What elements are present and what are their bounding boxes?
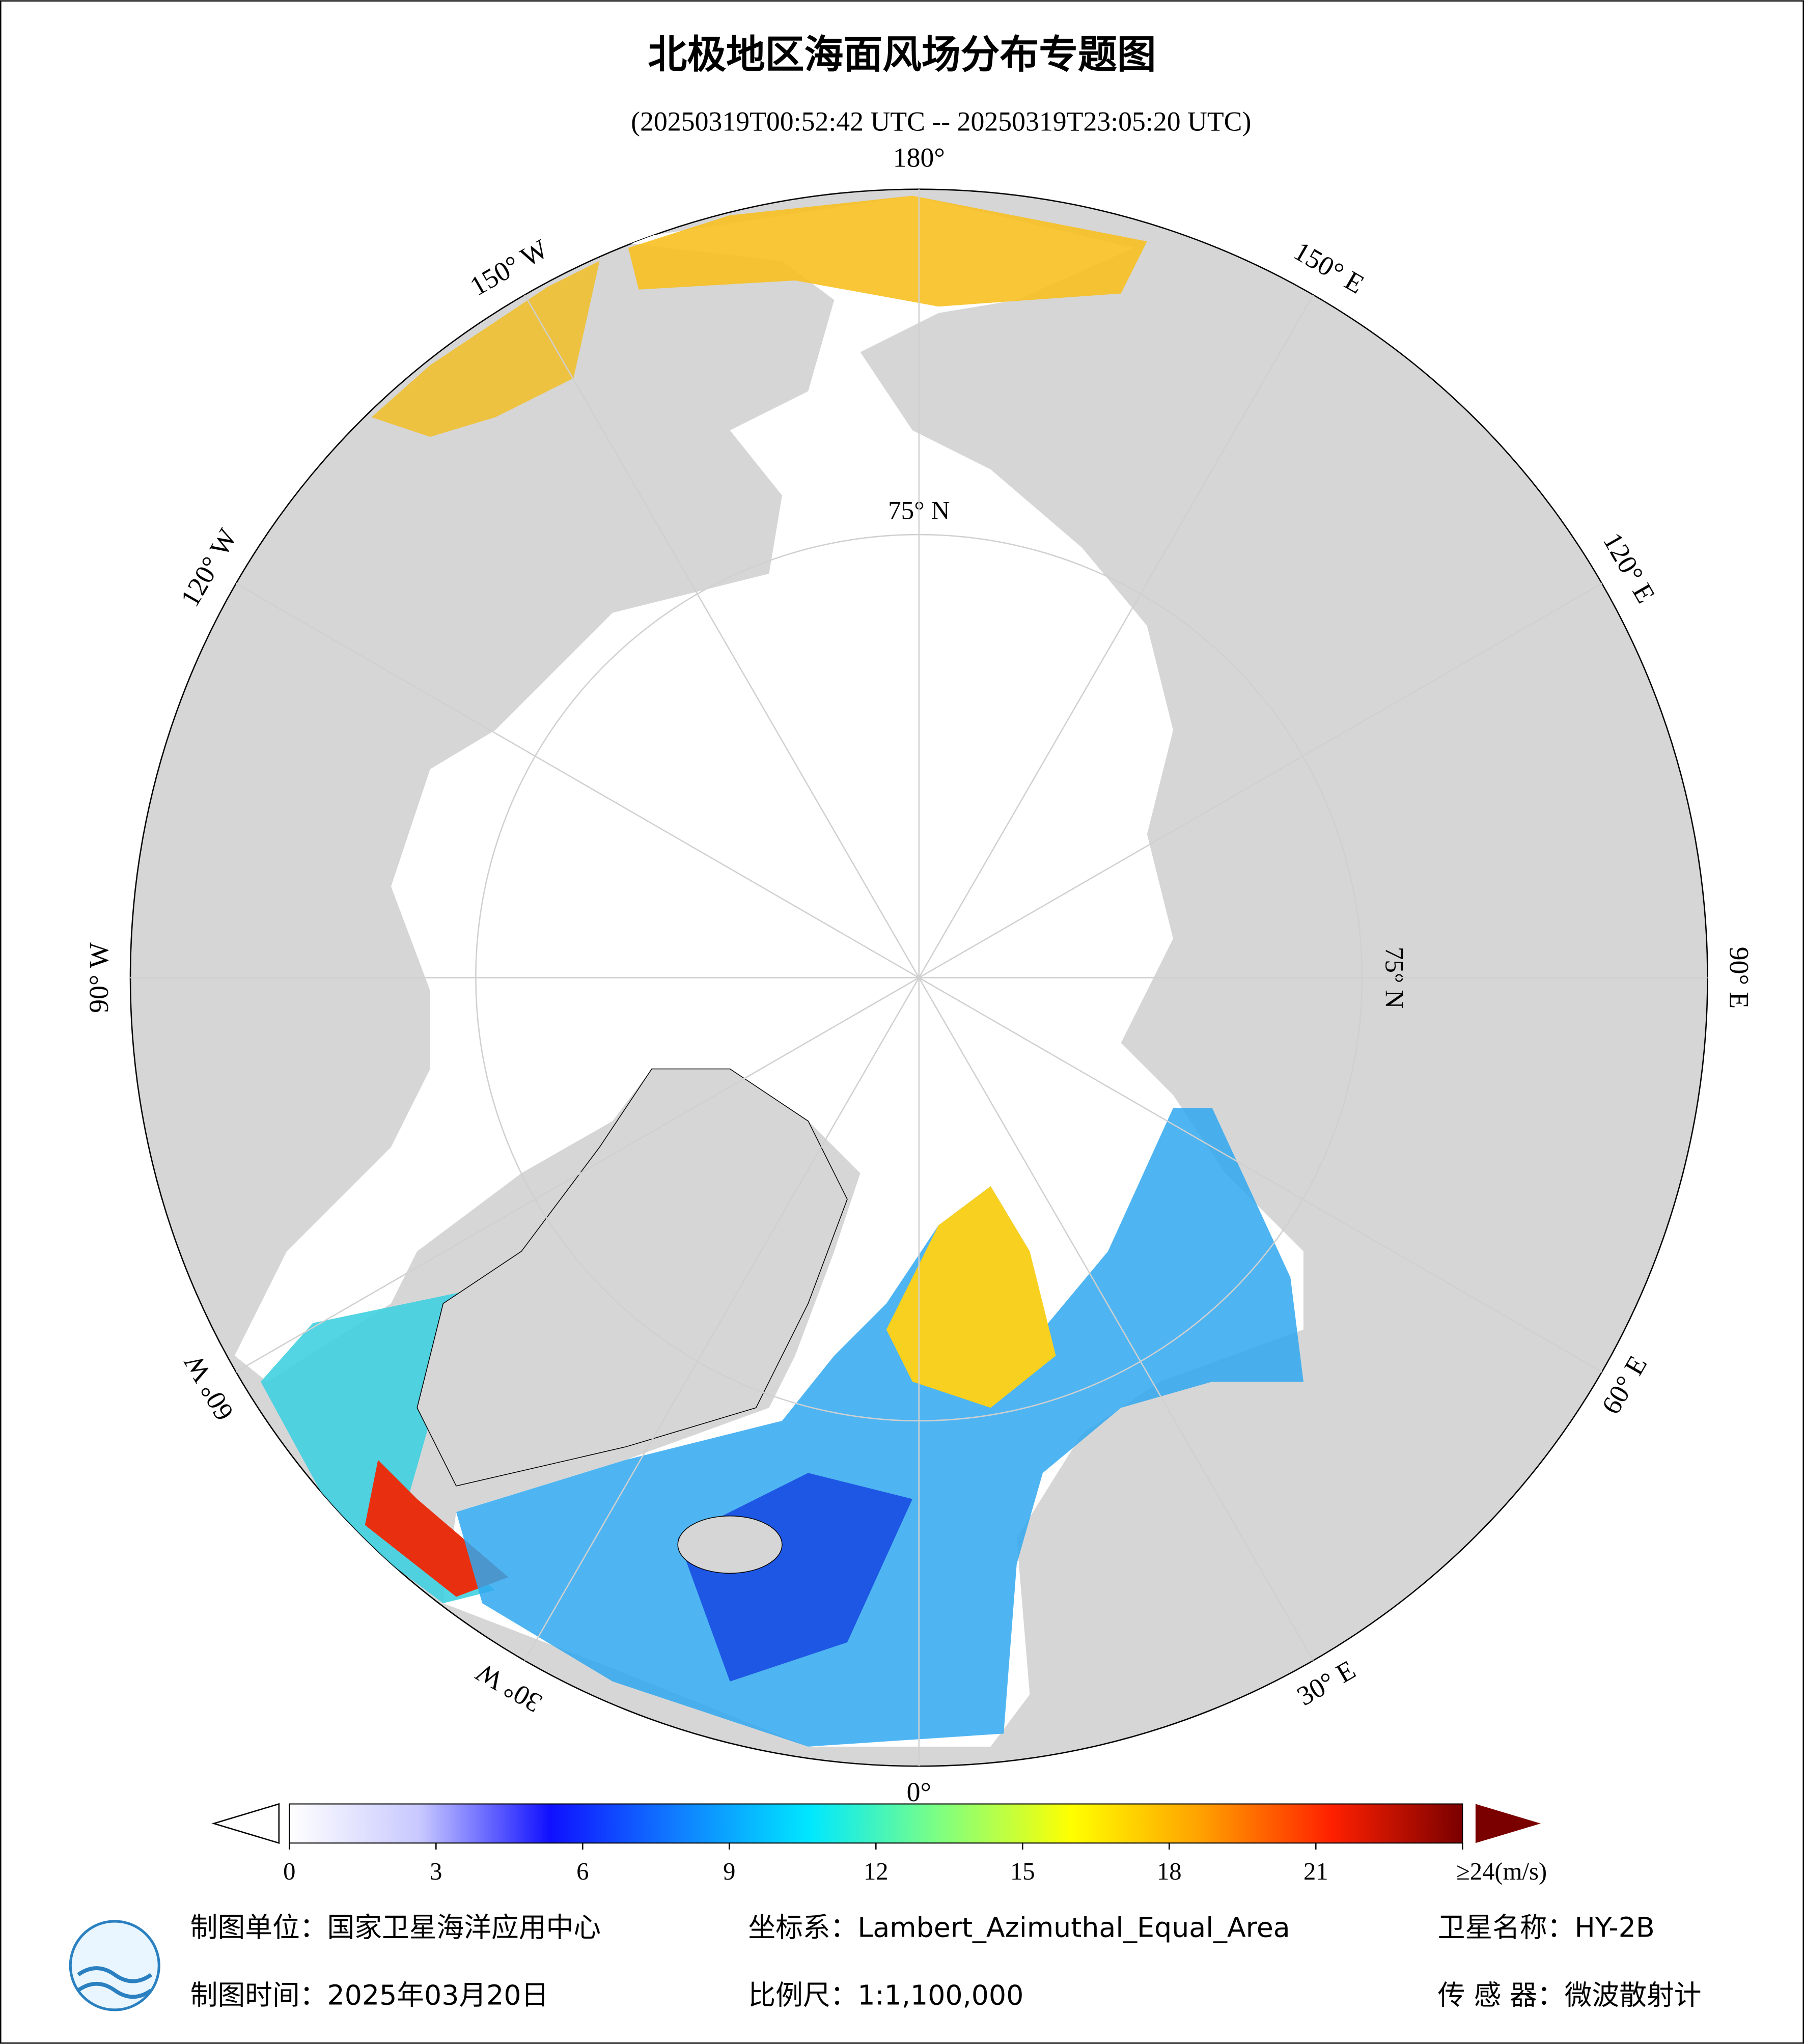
producer: 制图单位：国家卫星海洋应用中心 [190,1912,601,1944]
satellite: 卫星名称：HY-2B [1438,1912,1655,1944]
coordinate-system: 坐标系：Lambert_Azimuthal_Equal_Area [748,1912,1290,1944]
colorbar-max-arrow [1475,1804,1541,1843]
meridian-line [524,294,920,978]
wind-swath [456,1108,1303,1747]
footer: 制图单位：国家卫星海洋应用中心 坐标系：Lambert_Azimuthal_Eq… [190,1912,1702,2011]
meridian-line [918,294,1314,978]
colorbar-tick-label: 12 [864,1858,889,1885]
colorbar-tick-label: 3 [430,1858,442,1885]
iceland [677,1515,783,1574]
meridian-line [524,977,920,1661]
colorbar-tick-label: 21 [1303,1858,1328,1885]
meridian-line [235,977,920,1373]
wind-swath [371,261,600,437]
meridian-label: 180° [893,143,945,173]
greenland [417,1068,848,1487]
colorbar-min-arrow [211,1803,280,1844]
meridian-line [235,582,920,978]
colorbar-tick-label: ≥24(m/s) [1456,1858,1547,1885]
date: 制图时间：2025年03月20日 [190,1979,549,2011]
colorbar-tick-label: 18 [1157,1858,1182,1885]
sensor: 传 感 器：微波散射计 [1438,1979,1702,2011]
wind-swath [628,195,1147,307]
colorbar-tick-label: 15 [1010,1858,1035,1885]
meridian-label: 0° [907,1777,931,1807]
colorbar-tick-label: 9 [723,1858,735,1885]
subtitle: (20250319T00:52:42 UTC -- 20250319T23:05… [631,106,1251,136]
colorbar-tick-label: 0 [283,1858,295,1885]
ocean [234,195,1303,1747]
meridian-line [919,582,1602,978]
meridian-line [919,977,1602,1373]
colorbar-scale [289,1803,1463,1844]
meridian-label: 90° E [1724,947,1755,1009]
meridian-label: 90° W [84,942,114,1013]
title: 北极地区海面风场分布专题图 [648,33,1156,78]
scale: 比例尺：1:1,100,000 [748,1979,1023,2011]
logo [69,1920,160,2011]
wind-swath [886,1186,1056,1408]
colorbar-tick-label: 6 [576,1858,589,1885]
colorbar: 0 3 6 9 12 15 18 21 ≥24(m/s) [211,1803,1547,1885]
meridian-line [918,977,1314,1661]
